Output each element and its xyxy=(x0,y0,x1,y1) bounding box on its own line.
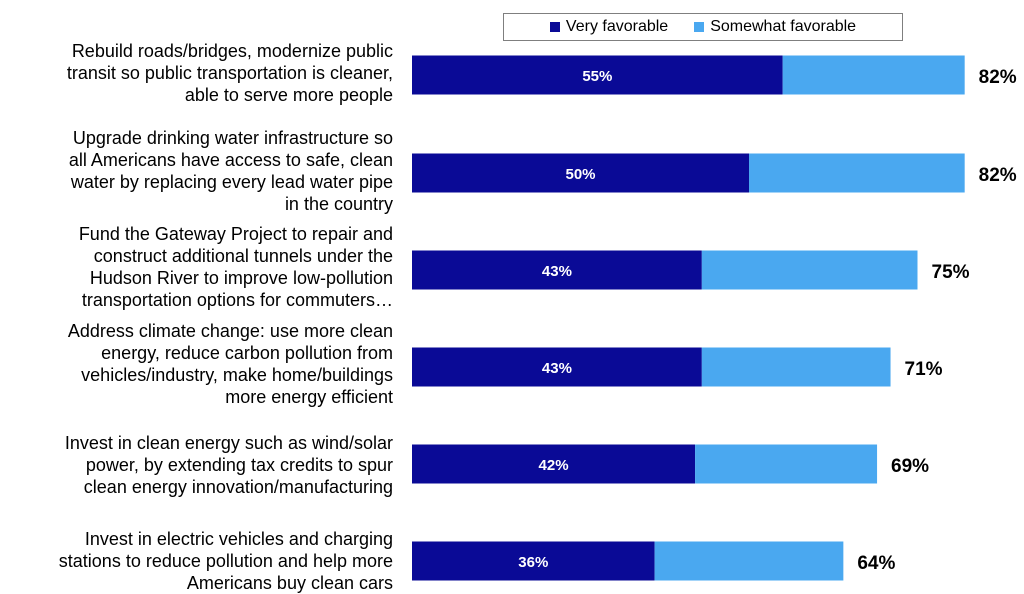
category-label-line: all Americans have access to safe, clean xyxy=(68,150,393,170)
total-label-1: 82% xyxy=(979,67,1017,88)
bar-somewhat-favorable-4 xyxy=(701,347,891,387)
category-label-1: Rebuild roads/bridges, modernize public t… xyxy=(0,40,393,106)
value-label-very-favorable-5: 42% xyxy=(539,457,569,474)
bar-very-favorable-3 xyxy=(412,250,702,290)
category-label-line: Invest in clean energy such as wind/sola… xyxy=(64,433,393,453)
category-label-line: water by replacing every lead water pipe xyxy=(70,172,393,192)
bar-somewhat-favorable-6 xyxy=(654,541,844,581)
category-label-6: Invest in electric vehicles and charging… xyxy=(0,528,393,594)
legend-item-very-favorable: Very favorable xyxy=(549,18,669,36)
category-label-line: power, by extending tax credits to spur xyxy=(85,455,393,475)
bar-very-favorable-5 xyxy=(412,444,696,484)
value-label-very-favorable-1: 55% xyxy=(582,68,612,85)
category-label-line: more energy efficient xyxy=(225,387,393,407)
total-label-6: 64% xyxy=(857,553,895,574)
total-label-3: 75% xyxy=(932,262,970,283)
category-label-line: Upgrade drinking water infrastructure so xyxy=(72,128,393,148)
category-label-5: Invest in clean energy such as wind/sola… xyxy=(0,432,393,498)
category-label-line: energy, reduce carbon pollution from xyxy=(101,343,393,363)
total-label-5: 69% xyxy=(891,456,929,477)
category-label-line: transportation options for commuters… xyxy=(81,290,393,310)
bar-somewhat-favorable-3 xyxy=(701,250,918,290)
value-label-very-favorable-3: 43% xyxy=(542,263,572,280)
legend-item-somewhat-favorable: Somewhat favorable xyxy=(694,18,856,36)
category-label-line: clean energy innovation/manufacturing xyxy=(83,477,393,497)
value-label-very-favorable-6: 36% xyxy=(518,554,548,571)
bar-somewhat-favorable-1 xyxy=(782,55,965,95)
category-label-line: Address climate change: use more clean xyxy=(67,321,393,341)
legend-label-somewhat-favorable: Somewhat favorable xyxy=(710,18,857,35)
bar-very-favorable-2 xyxy=(412,153,749,193)
category-label-4: Address climate change: use more clean en… xyxy=(0,320,393,408)
total-label-4: 71% xyxy=(905,359,943,380)
category-label-line: Americans buy clean cars xyxy=(186,573,393,593)
total-label-2: 82% xyxy=(979,165,1017,186)
category-label-line: Rebuild roads/bridges, modernize public xyxy=(71,41,393,61)
category-label-3: Fund the Gateway Project to repair and co… xyxy=(0,223,393,311)
category-label-line: vehicles/industry, make home/buildings xyxy=(81,365,393,385)
bar-very-favorable-6 xyxy=(412,541,655,581)
value-label-very-favorable-2: 50% xyxy=(565,166,595,183)
bar-somewhat-favorable-5 xyxy=(695,444,878,484)
legend-label-very-favorable: Very favorable xyxy=(565,18,669,35)
category-label-line: Fund the Gateway Project to repair and xyxy=(78,224,393,244)
category-label-line: Hudson River to improve low-pollution xyxy=(89,268,393,288)
chart-legend: Very favorable Somewhat favorable xyxy=(503,13,903,41)
legend-swatch-very-favorable xyxy=(549,22,560,32)
category-label-2: Upgrade drinking water infrastructure so… xyxy=(0,127,393,215)
category-label-line: in the country xyxy=(284,194,393,214)
bar-very-favorable-1 xyxy=(412,55,783,95)
value-label-very-favorable-4: 43% xyxy=(542,360,572,377)
bar-somewhat-favorable-2 xyxy=(749,153,965,193)
category-label-line: Invest in electric vehicles and charging xyxy=(84,529,393,549)
category-label-line: construct additional tunnels under the xyxy=(93,246,393,266)
category-label-line: able to serve more people xyxy=(184,85,393,105)
legend-swatch-somewhat-favorable xyxy=(694,22,705,32)
bar-very-favorable-4 xyxy=(412,347,702,387)
category-label-line: stations to reduce pollution and help mo… xyxy=(58,551,393,571)
category-label-line: transit so public transportation is clea… xyxy=(66,63,393,83)
